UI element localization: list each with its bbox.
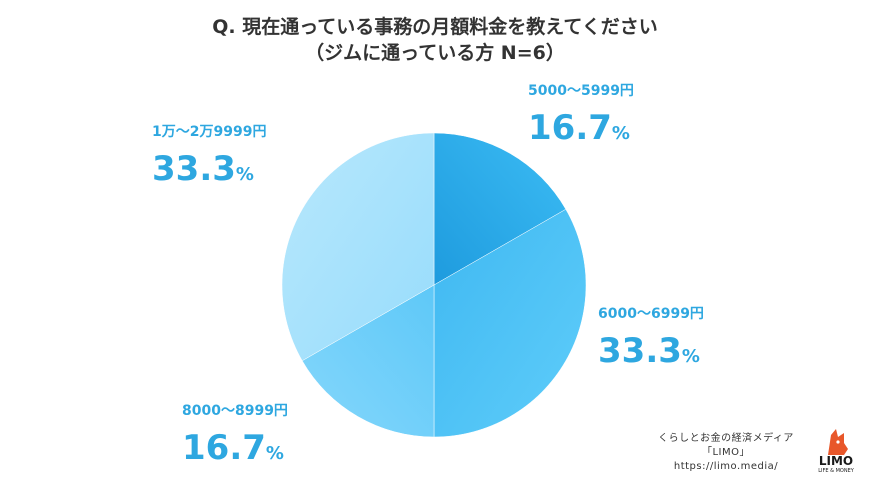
pie-slice-0: [433, 132, 567, 286]
slice-percent: 16.7%: [182, 428, 284, 468]
slice-category: 5000〜5999円: [528, 83, 634, 99]
slice-category: 1万〜2万9999円: [152, 124, 267, 140]
chart-title: Q. 現在通っている事務の月額料金を教えてください: [212, 16, 658, 38]
slice-percent: 33.3%: [598, 331, 700, 371]
footer-url: https://limo.media/: [673, 461, 779, 472]
chart-subtitle: （ジムに通っている方 N=6）: [305, 42, 565, 64]
slice-label-6000: 6000〜6999円 33.3%: [598, 305, 704, 377]
slice-label-10000: 1万〜2万9999円 33.3%: [152, 123, 266, 195]
slice-percent: 33.3%: [152, 149, 254, 189]
slice-label-5000: 5000〜5999円 16.7%: [528, 82, 634, 154]
pie-slice-1: [433, 208, 587, 438]
footer-credit: くらしとお金の経済メディア 「LIMO」 https://limo.media/: [640, 432, 812, 474]
slice-category: 6000〜6999円: [598, 306, 704, 322]
pie-slice-3: [281, 132, 435, 362]
logo-name: LIMO: [818, 454, 854, 468]
footer-line2: 「LIMO」: [701, 447, 751, 458]
slice-category: 8000〜8999円: [182, 403, 288, 419]
limo-logo-icon: [828, 429, 848, 455]
pie-slice-2: [301, 284, 435, 438]
slice-percent: 16.7%: [528, 108, 630, 148]
logo-tagline: LIFE & MONEY: [818, 468, 854, 474]
footer-line1: くらしとお金の経済メディア: [658, 433, 794, 444]
slice-label-8000: 8000〜8999円 16.7%: [182, 402, 288, 474]
